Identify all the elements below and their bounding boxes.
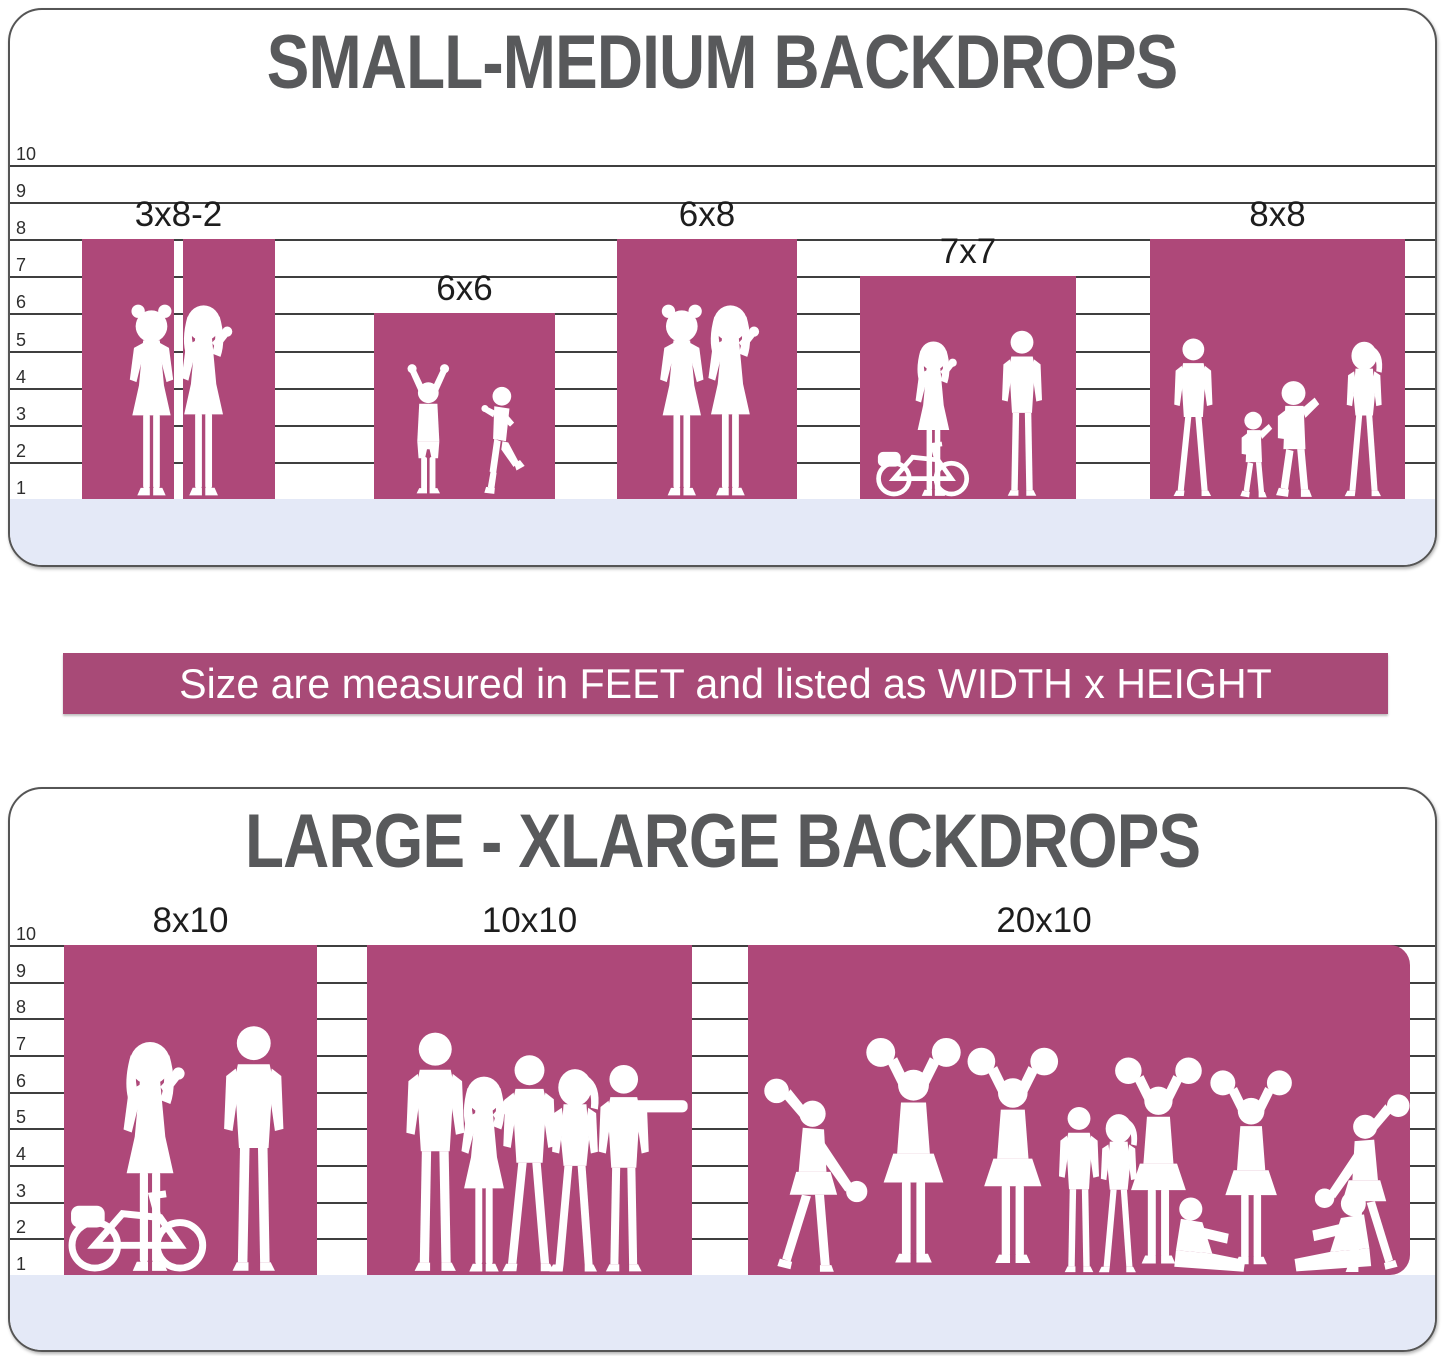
backdrop-size-label: 8x8: [1249, 195, 1306, 235]
silhouette-group-of-adults: [406, 1032, 688, 1272]
foot-scale-label: 4: [16, 366, 27, 387]
foot-gridline: [10, 1201, 1435, 1204]
silhouette-cheerleading-squad: [764, 1037, 1410, 1273]
backdrop-size-label: 6x6: [436, 269, 493, 309]
backdrop-7x7: [860, 276, 1076, 499]
foot-gridline: [10, 945, 1435, 947]
foot-gridline: [10, 1165, 1435, 1168]
backdrop-size-label: 20x10: [996, 901, 1092, 940]
foot-scale-label: 10: [16, 144, 37, 164]
backdrop-8x10: [64, 945, 317, 1275]
foot-gridline: [10, 1055, 1435, 1057]
backdrop-3x8-2: [82, 239, 275, 499]
panel-title-small-medium: SMALL-MEDIUM BACKDROPS: [10, 20, 1435, 106]
silhouette-two-kids: [407, 364, 525, 495]
foot-scale-label: 3: [16, 403, 27, 424]
backdrop-10x10: [367, 945, 692, 1275]
silhouette-two-girls: [129, 304, 233, 496]
backdrop-group: 8x10 10x10 20x10: [10, 789, 1435, 1350]
backdrop-8x8: [1150, 239, 1405, 499]
silhouette-woman-bicycle-and-man: [64, 1026, 284, 1275]
backdrop-size-label: 3x8-2: [134, 195, 223, 235]
foot-gridline: [10, 1018, 1435, 1021]
panel-title-text: LARGE - XLARGE BACKDROPS: [244, 799, 1201, 884]
foot-scale-label: 7: [16, 1034, 27, 1054]
foot-gridline: [10, 1128, 1435, 1131]
floor-band: [10, 1275, 1435, 1350]
backdrop-size-label: 8x10: [152, 901, 229, 940]
foot-scale-label: 6: [16, 292, 27, 313]
foot-scale-label: 10: [16, 924, 37, 944]
panel-title-text: SMALL-MEDIUM BACKDROPS: [267, 20, 1179, 105]
foot-scale-label: 1: [16, 1254, 27, 1275]
foot-gridline: [10, 981, 1435, 984]
foot-scale-label: 9: [16, 960, 27, 981]
foot-scale-label: 2: [16, 440, 27, 461]
foot-scale-label: 3: [16, 1180, 27, 1201]
panel-title-large-xlarge: LARGE - XLARGE BACKDROPS: [10, 799, 1435, 885]
backdrop-6x6: [374, 313, 555, 499]
foot-scale-label: 7: [16, 255, 27, 276]
backdrop-6x8: [617, 239, 797, 499]
panel-small-medium: SMALL-MEDIUM BACKDROPS 10 9 8 7 6 5 4 3 2 1 3x8-2…: [8, 8, 1437, 567]
silhouette-woman-bicycle-and-man: [860, 331, 1042, 499]
foot-gridline: [10, 165, 1435, 167]
foot-gridline: [10, 1091, 1435, 1094]
size-note-banner: Size are measured in FEET and listed as …: [63, 653, 1388, 714]
foot-scale-label: 8: [16, 997, 27, 1018]
foot-scale-label: 4: [16, 1144, 27, 1165]
backdrop-20x10: [748, 945, 1410, 1275]
foot-scale-label: 9: [16, 181, 27, 202]
size-note-text: Size are measured in FEET and listed as …: [179, 659, 1272, 707]
foot-gridline: [10, 202, 1435, 205]
foot-scale-label: 5: [16, 1107, 27, 1128]
foot-gridline: [10, 1238, 1435, 1241]
foot-scale-label: 1: [16, 477, 27, 498]
foot-scale-label: 8: [16, 218, 27, 239]
backdrop-size-label: 10x10: [481, 901, 578, 940]
foot-scale-label: 2: [16, 1217, 27, 1238]
backdrop-panel-fill: [617, 239, 797, 499]
foot-scale-label: 5: [16, 329, 27, 350]
panel-large-xlarge: LARGE - XLARGE BACKDROPS 10 9 8 7 6 5 4 3 2 1 8x1…: [8, 787, 1437, 1352]
backdrop-size-label: 6x8: [678, 195, 736, 235]
foot-scale-label: 6: [16, 1070, 27, 1091]
backdrop-group: 3x8-2 6x6 6x8 7x7 8x8: [10, 10, 1435, 565]
backdrop-panel-fill: [374, 313, 555, 499]
floor-band: [10, 499, 1435, 565]
backdrop-size-label: 7x7: [939, 232, 997, 272]
silhouette-two-girls: [660, 304, 760, 496]
silhouette-family-walking: [1173, 338, 1383, 498]
